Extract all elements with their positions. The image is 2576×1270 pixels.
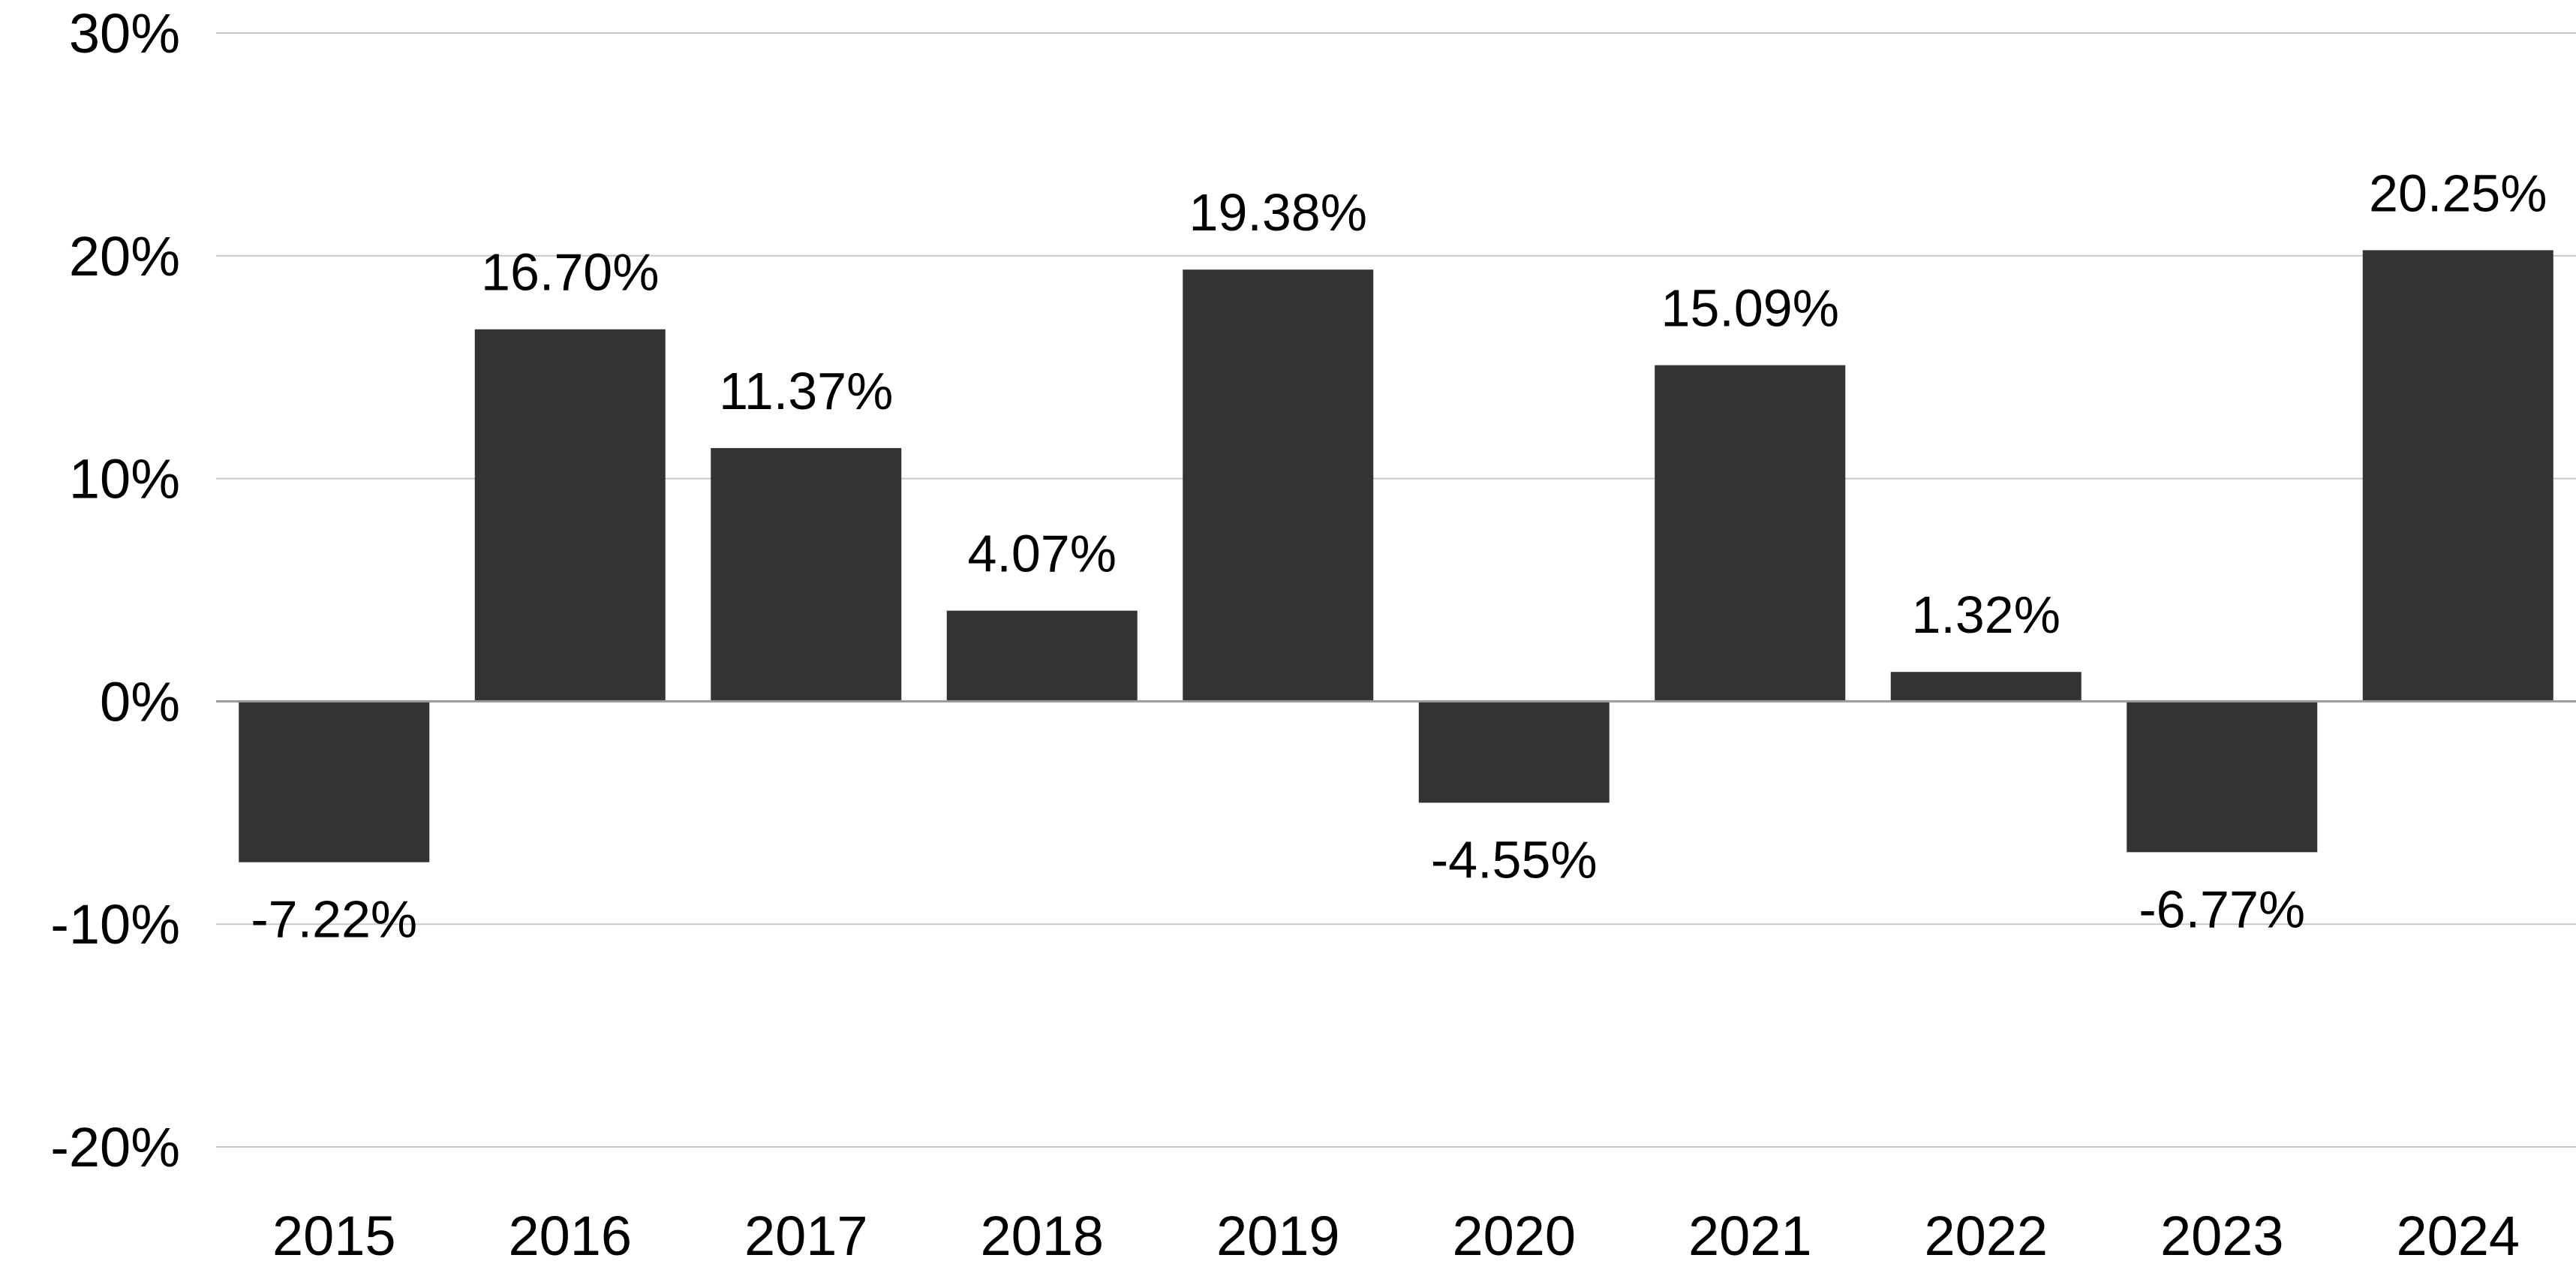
x-tick-label-2020: 2020 (1452, 1205, 1576, 1267)
x-tick-label-2015: 2015 (272, 1205, 396, 1267)
data-label-2015: -7.22% (251, 890, 417, 949)
data-label-2024: 20.25% (2369, 164, 2547, 222)
x-tick-label-2024: 2024 (2396, 1205, 2520, 1267)
bar-2020 (1418, 701, 1610, 803)
x-tick-label-2022: 2022 (1924, 1205, 2048, 1267)
bar-2018 (946, 610, 1138, 702)
bar-2024 (2362, 250, 2553, 702)
bar-2017 (711, 447, 902, 702)
data-label-2016: 16.70% (481, 243, 659, 302)
x-tick-label-2021: 2021 (1688, 1205, 1812, 1267)
x-tick-label-2017: 2017 (744, 1205, 868, 1267)
data-label-2020: -4.55% (1431, 830, 1598, 889)
bar-2016 (474, 329, 666, 702)
x-axis-tick-labels: 2015 2016 2017 2018 2019 2020 2021 2022 2023 2024 (272, 1205, 2520, 1267)
data-label-2019: 19.38% (1189, 183, 1367, 242)
y-tick-label: -20% (50, 1116, 180, 1178)
bar-2021 (1655, 365, 1846, 702)
data-label-2021: 15.09% (1661, 279, 1839, 338)
bar-2015 (239, 701, 430, 862)
x-tick-label-2023: 2023 (2160, 1205, 2284, 1267)
y-tick-label: 20% (69, 225, 180, 287)
y-tick-label: 0% (100, 670, 180, 733)
y-tick-label: 10% (69, 448, 180, 510)
x-tick-label-2019: 2019 (1216, 1205, 1340, 1267)
bar-2022 (1890, 672, 2082, 702)
bars (239, 250, 2553, 862)
y-tick-label: -10% (50, 893, 180, 956)
bar-2023 (2127, 701, 2318, 853)
data-label-2018: 4.07% (968, 525, 1117, 583)
data-label-2022: 1.32% (1912, 585, 2060, 644)
data-label-2017: 11.37% (719, 362, 893, 420)
x-tick-label-2018: 2018 (980, 1205, 1104, 1267)
y-tick-label: 30% (69, 2, 180, 65)
data-labels: -7.22% 16.70% 11.37% 4.07% 19.38% -4.55% 15.09… (251, 164, 2547, 948)
y-axis-tick-labels: 30% 20% 10% 0% -10% -20% (50, 2, 180, 1178)
x-tick-label-2016: 2016 (508, 1205, 632, 1267)
bar-2019 (1183, 269, 1374, 702)
data-label-2023: -6.77% (2139, 880, 2305, 938)
